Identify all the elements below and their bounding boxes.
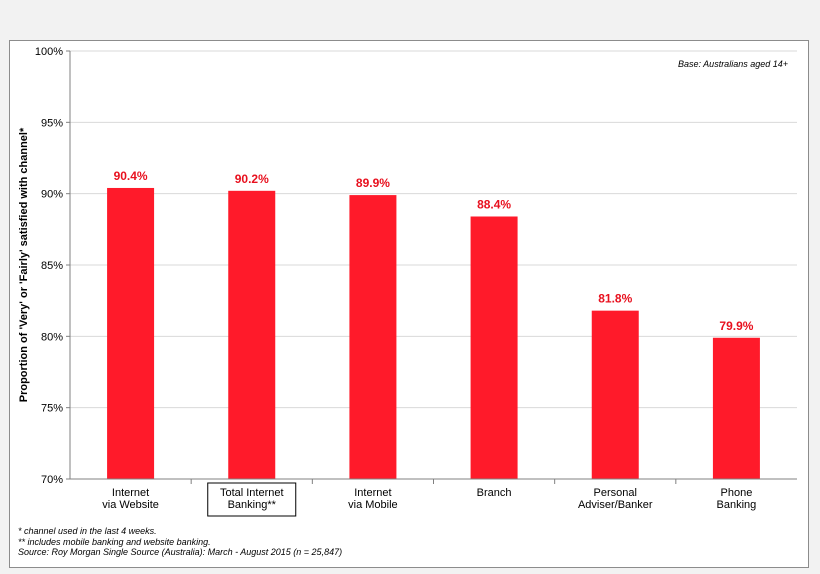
y-tick-label: 70%	[41, 474, 63, 486]
y-tick-label: 90%	[41, 189, 63, 201]
highlight-box	[207, 482, 297, 517]
y-tick-labels: 70% 75% 80% 85% 90% 95% 100%	[35, 46, 63, 486]
footnotes: * channel used in the last 4 weeks. ** i…	[18, 526, 342, 558]
x-tick-label-line: Branch	[477, 487, 512, 499]
y-axis-label: Proportion of 'Very' or 'Fairly' satisfi…	[18, 127, 30, 402]
bar	[228, 190, 276, 479]
x-tick-label-line: via Website	[102, 499, 159, 511]
data-label: 90.4%	[114, 169, 148, 183]
x-tick-label-line: Personal	[594, 487, 637, 499]
data-label: 88.4%	[477, 197, 511, 211]
x-tick-label-line: Adviser/Banker	[578, 499, 653, 511]
gridlines	[70, 50, 797, 409]
bar	[470, 216, 518, 479]
bar	[712, 337, 760, 479]
y-tick-label: 95%	[41, 117, 63, 129]
footnote-source: Source: Roy Morgan Single Source (Austra…	[18, 547, 343, 557]
x-tick-label-line: Internet	[112, 487, 149, 499]
x-tick-label-line: Internet	[354, 487, 391, 499]
y-tick-label: 85%	[41, 260, 63, 272]
base-annotation: Base: Australians aged 14+	[678, 59, 788, 69]
footnote-internet-banking: ** includes mobile banking and website b…	[18, 536, 211, 547]
footnote-channel: * channel used in the last 4 weeks.	[18, 526, 157, 536]
x-tick-label-line: Banking**	[228, 499, 277, 511]
data-label: 90.2%	[235, 172, 269, 186]
x-tick-label-line: Banking	[717, 499, 757, 511]
data-labels: 90.4% 90.2% 89.9% 88.4% 81.8% 79.9%	[114, 169, 754, 333]
y-tick-label: 100%	[35, 46, 63, 58]
x-tick-label-line: Phone	[721, 487, 753, 499]
bar	[107, 187, 155, 479]
bar	[349, 195, 397, 480]
data-label: 79.9%	[719, 319, 753, 333]
bars	[107, 187, 760, 480]
x-tick-label: Branch	[477, 487, 512, 499]
bar	[591, 310, 639, 479]
y-tick-label: 80%	[41, 331, 63, 343]
data-label: 81.8%	[598, 292, 632, 306]
y-tick-label: 75%	[41, 403, 63, 415]
x-tick-label-line: via Mobile	[348, 499, 398, 511]
x-tick-label-line: Total Internet	[220, 487, 284, 499]
data-label: 89.9%	[356, 176, 390, 190]
axes	[66, 50, 797, 484]
